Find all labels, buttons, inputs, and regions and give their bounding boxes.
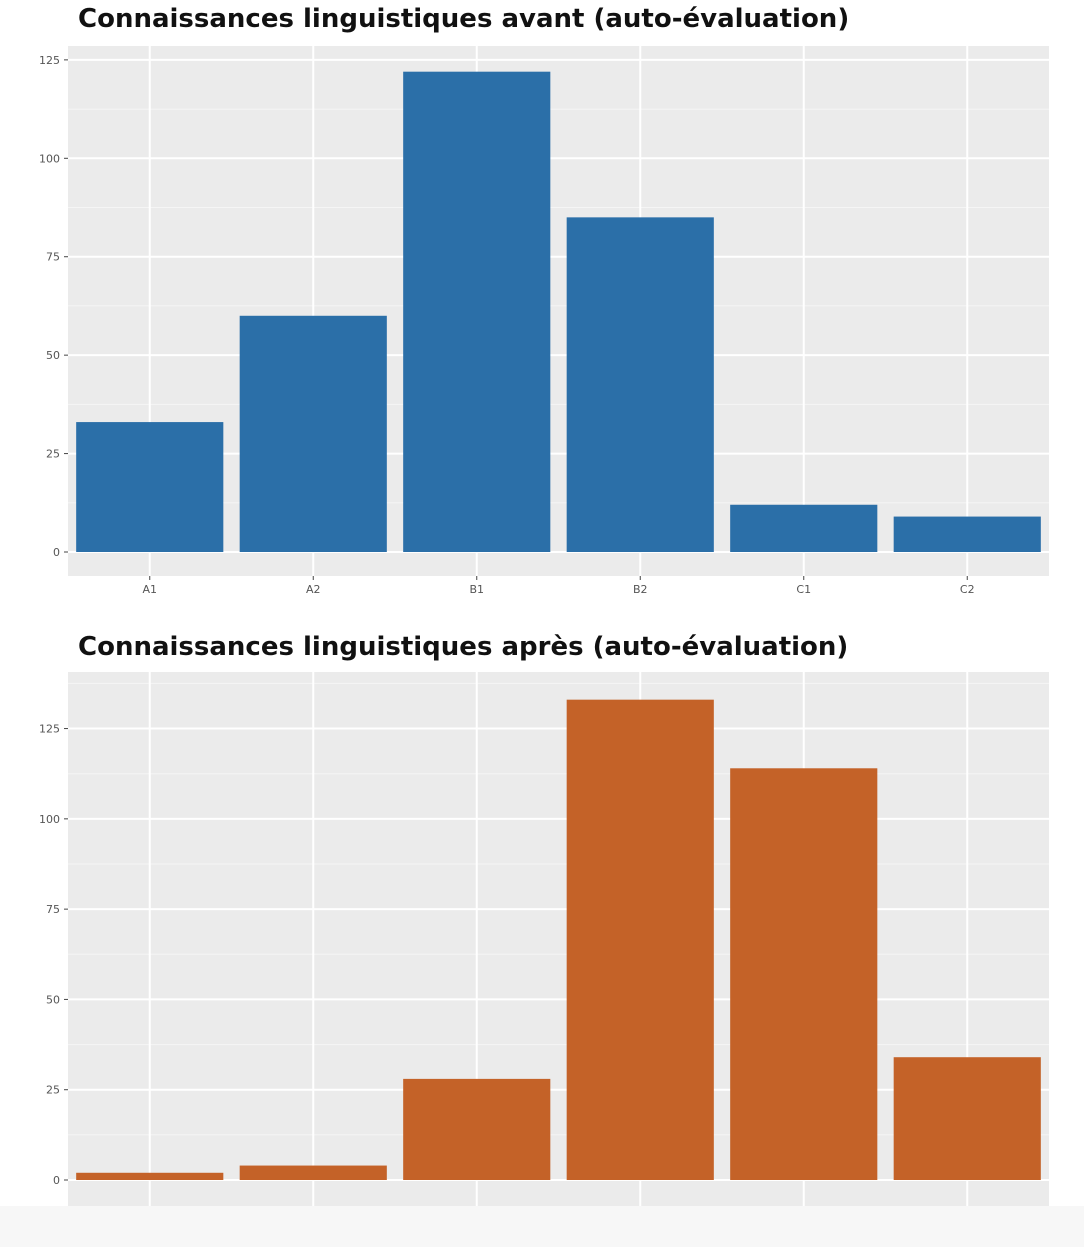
x-tick-label: A1	[142, 583, 157, 596]
bar-C1	[730, 768, 878, 1180]
chart-after: Connaissances linguistiques après (auto-…	[0, 628, 1084, 1247]
y-tick-label: 0	[53, 546, 60, 559]
bar-A1	[76, 1172, 224, 1180]
bar-A2	[239, 315, 387, 552]
plot-panel	[68, 672, 1049, 1206]
x-tick-label: C2	[960, 583, 975, 596]
bar-C2	[893, 1057, 1041, 1180]
plot-panel	[68, 46, 1049, 576]
bar-chart-before: 0 25 50 75 100 125 A1 A2 B1 B2 C1 C2	[39, 46, 1049, 596]
y-tick-label: 100	[39, 813, 60, 826]
y-tick-label: 100	[39, 152, 60, 165]
y-tick-label: 125	[39, 723, 60, 736]
y-tick-label: 50	[46, 993, 60, 1006]
y-tick-label: 0	[53, 1174, 60, 1187]
x-tick-label: C1	[796, 583, 811, 596]
bar-B1	[403, 71, 551, 553]
bar-A1	[76, 422, 224, 552]
x-tick-label: A2	[306, 583, 321, 596]
y-tick-label: 25	[46, 448, 60, 461]
chart-title: Connaissances linguistiques avant (auto-…	[78, 4, 850, 34]
bar-B1	[403, 1078, 551, 1180]
y-tick-label: 50	[46, 349, 60, 362]
chart-title: Connaissances linguistiques après (auto-…	[78, 632, 849, 662]
y-tick-label: 125	[39, 54, 60, 67]
y-tick-label: 75	[46, 903, 60, 916]
bar-B2	[566, 699, 714, 1180]
bar-C1	[730, 504, 878, 552]
bar-A2	[239, 1165, 387, 1180]
x-tick-label: B1	[469, 583, 484, 596]
x-tick-label: B2	[633, 583, 648, 596]
bar-C2	[893, 516, 1041, 552]
bar-B2	[566, 217, 714, 553]
bottom-strip	[0, 1206, 1084, 1247]
y-tick-label: 25	[46, 1084, 60, 1097]
y-tick-label: 75	[46, 251, 60, 264]
chart-before: Connaissances linguistiques avant (auto-…	[0, 0, 1084, 610]
